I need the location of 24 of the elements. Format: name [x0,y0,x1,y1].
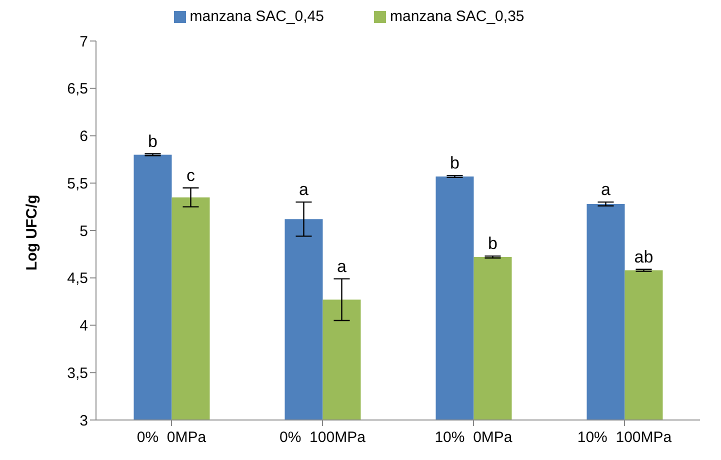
y-tick-label: 4,5 [67,270,88,288]
annotation: b [450,154,460,173]
x-tick-label: 10% 0MPa [434,429,513,446]
y-tick-label: 6,5 [67,80,88,98]
annotation: c [186,166,196,185]
x-tick-label: 10% 100MPa [577,429,672,446]
x-tick-label: 0% 100MPa [280,429,366,446]
y-tick-label: 4 [80,318,88,335]
y-tick-label: 5 [80,222,88,240]
annotation: ab [634,247,654,266]
annotation: a [299,180,310,200]
legend-label: manzana SAC_0,35 [390,8,524,25]
x-tick-label: 0% 0MPa [136,429,207,446]
y-tick-label: 5,5 [67,175,88,192]
legend-label: manzana SAC_0,45 [190,8,324,25]
y-axis-title: Log UFC/g [23,194,40,270]
annotation: b [148,132,158,151]
annotation: a [601,180,612,200]
annotation: a [337,256,348,276]
y-tick-label: 7 [80,33,88,50]
y-tick-label: 6 [80,128,88,146]
annotation: b [488,234,498,254]
y-tick-label: 3 [80,412,88,430]
y-tick-label: 3,5 [67,364,88,382]
